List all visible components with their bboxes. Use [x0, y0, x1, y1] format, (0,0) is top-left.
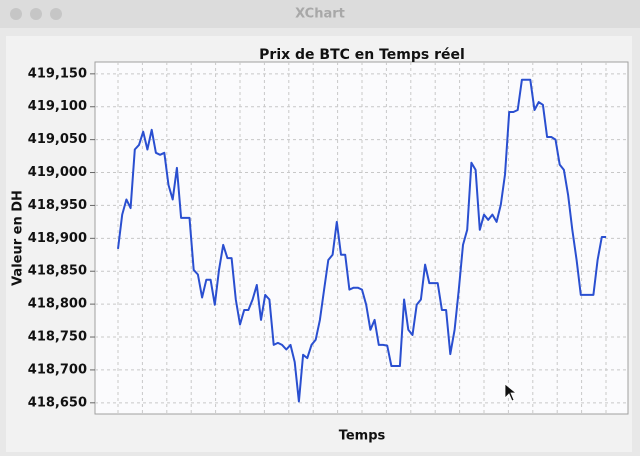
window-title: XChart [295, 7, 345, 22]
y-tick-label: 419,150 [28, 66, 87, 81]
y-axis-label: Valeur en DH [11, 190, 26, 286]
y-tick-label: 418,750 [28, 330, 87, 345]
y-tick-label: 418,850 [28, 264, 87, 279]
chart-title: Prix de BTC en Temps réel [259, 47, 465, 63]
close-button[interactable] [10, 8, 22, 20]
y-tick-label: 418,650 [28, 395, 87, 410]
y-tick-label: 419,050 [28, 132, 87, 147]
price-line [117, 78, 606, 403]
zoom-button[interactable] [50, 8, 62, 20]
y-tick-label: 418,700 [28, 362, 87, 377]
minimize-button[interactable] [30, 8, 42, 20]
y-tick-label: 418,900 [28, 231, 87, 246]
x-axis-label: Temps [339, 429, 386, 444]
title-bar [0, 0, 640, 28]
y-tick-label: 418,950 [28, 198, 87, 213]
y-tick-label: 418,800 [28, 297, 87, 312]
y-tick-label: 419,100 [28, 99, 87, 114]
y-tick-label: 419,000 [28, 165, 87, 180]
mouse-cursor [504, 383, 518, 402]
